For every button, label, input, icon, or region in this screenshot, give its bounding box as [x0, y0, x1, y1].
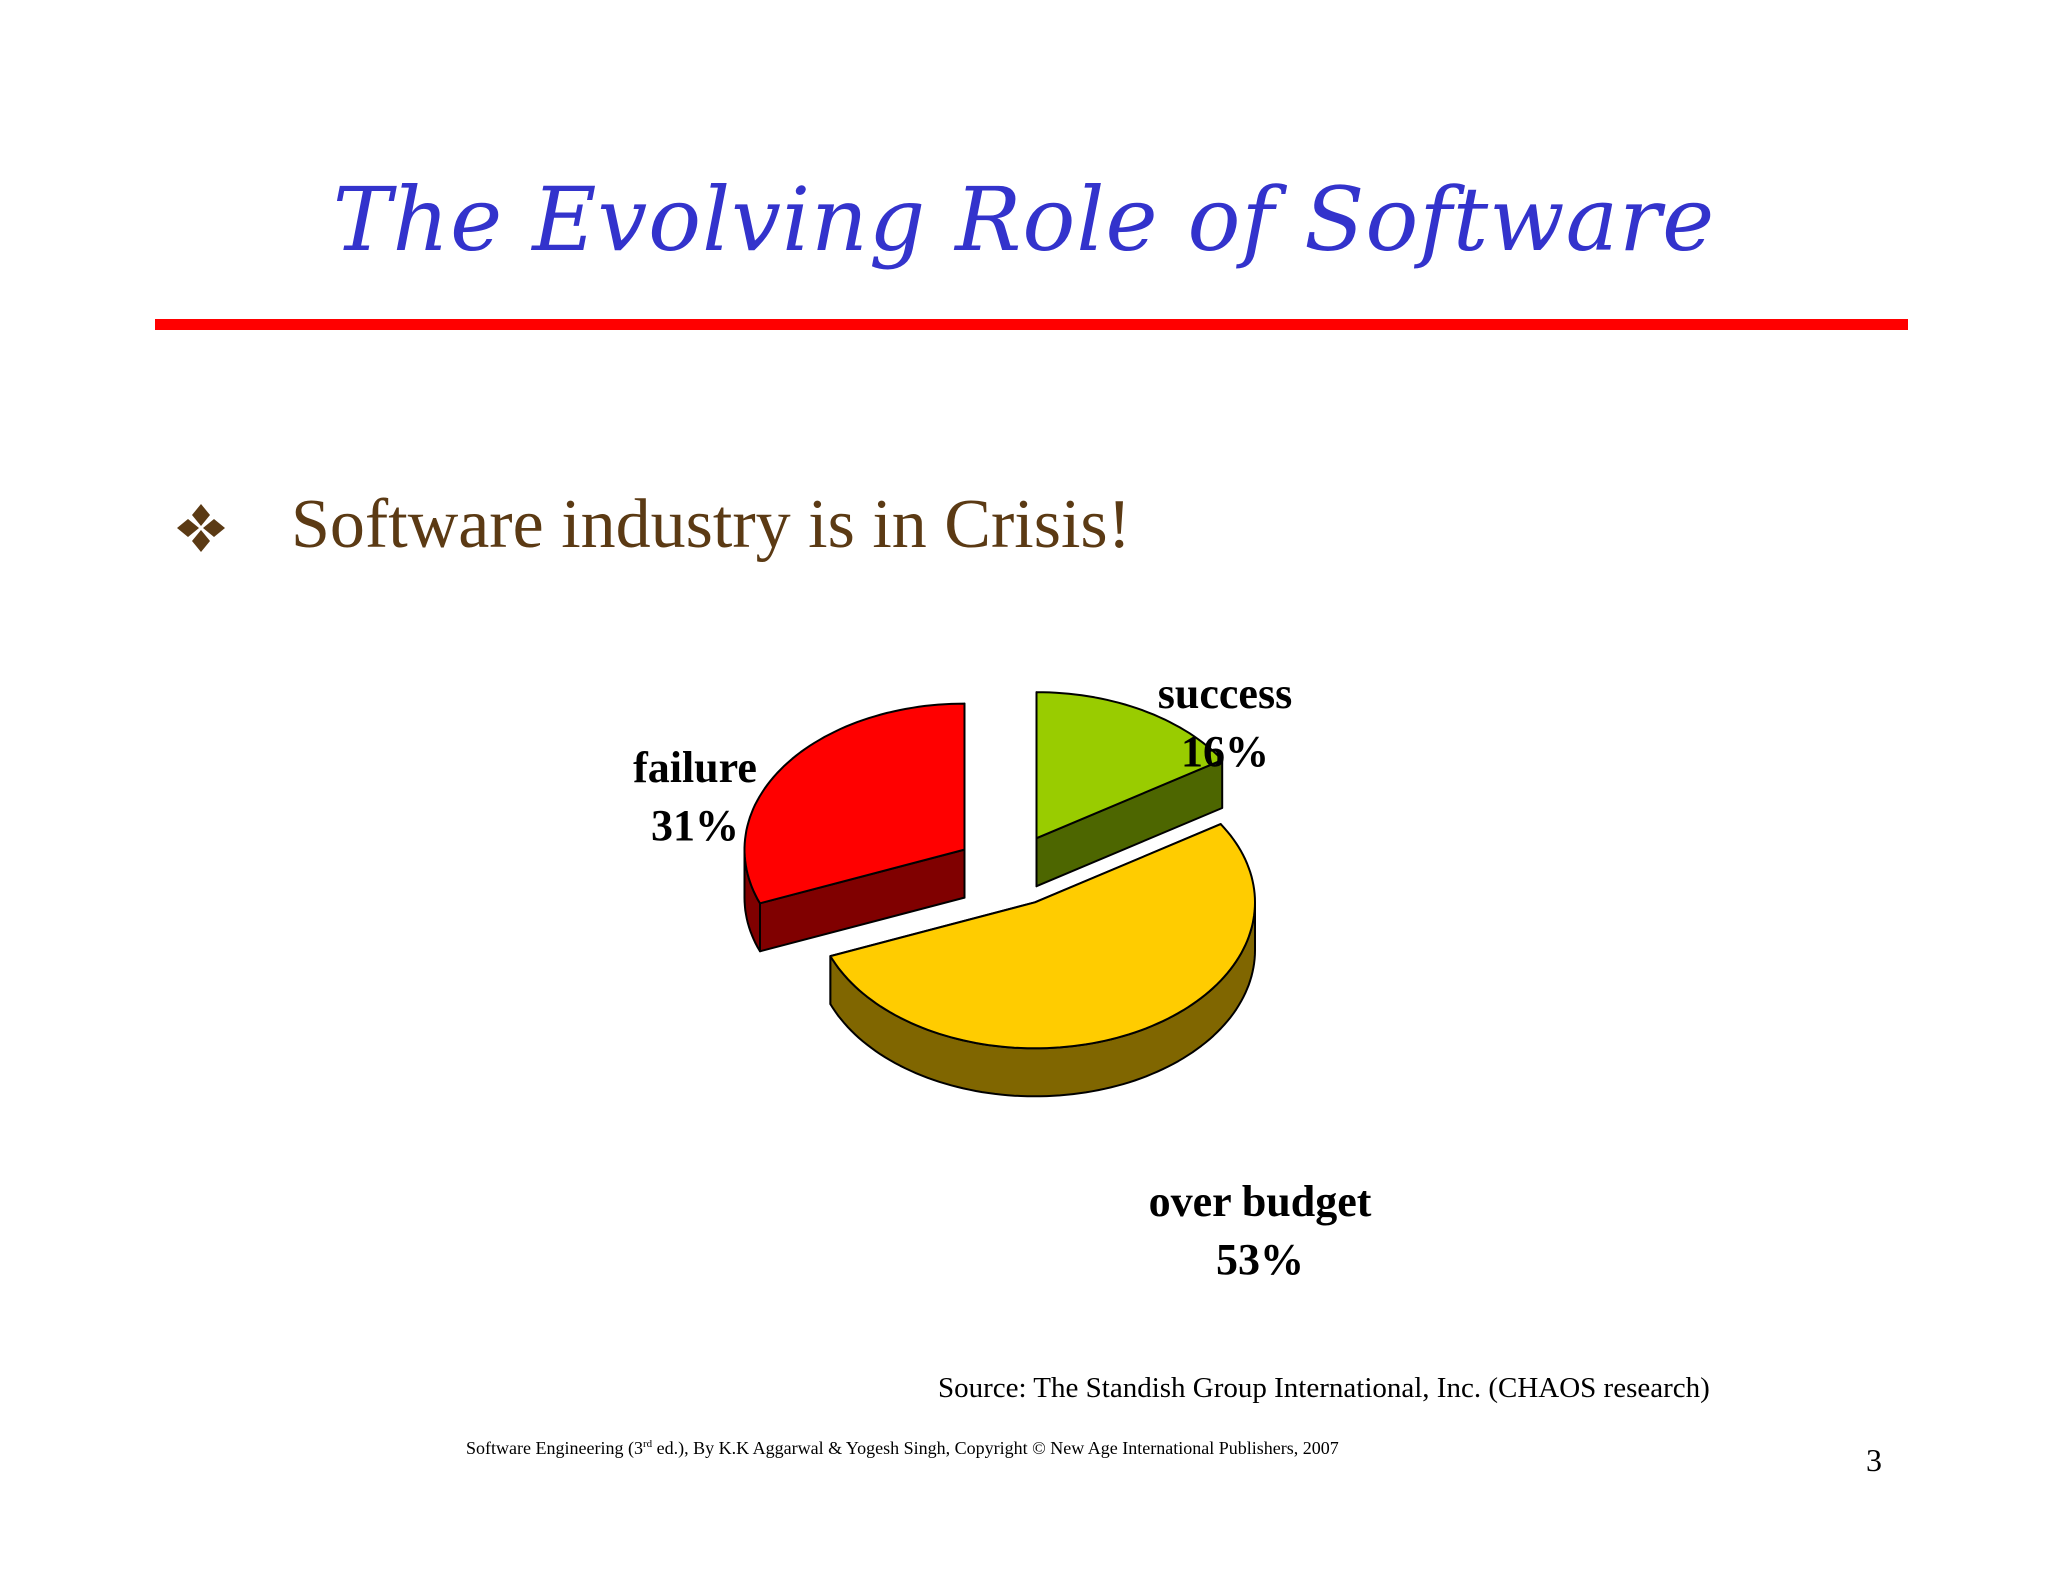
- bullet-text: Software industry is in Crisis!: [291, 486, 1131, 563]
- pie-slice-over-budget: [829, 823, 1256, 1098]
- footer-superscript: rd: [642, 1438, 653, 1450]
- pie-slice-success: [1035, 691, 1224, 888]
- source-citation: Source: The Standish Group International…: [938, 1372, 1710, 1404]
- page-number: 3: [1866, 1442, 1882, 1478]
- slice-label-success: success 16%: [1110, 665, 1340, 781]
- slide-title: The Evolving Role of Software: [332, 168, 1716, 271]
- slice-label-failure-value: 31%: [651, 801, 739, 850]
- pie-slice-over-budget-top: [829, 823, 1256, 1050]
- slice-label-over-budget-name: over budget: [1148, 1177, 1372, 1226]
- slice-label-over-budget: over budget 53%: [1110, 1173, 1410, 1289]
- four-diamond-bullet-icon: [177, 504, 225, 552]
- footer-text-start: Software Engineering (3: [466, 1438, 643, 1458]
- title-divider: [155, 319, 1908, 330]
- slice-label-failure-name: failure: [633, 743, 757, 792]
- slide-footer: Software Engineering (3rd ed.), By K.K A…: [0, 1438, 1910, 1459]
- footer-text-end: ed.), By K.K Aggarwal & Yogesh Singh, Co…: [652, 1438, 1339, 1458]
- pie-slice-success-top: [1035, 691, 1224, 840]
- slice-label-success-name: success: [1157, 669, 1293, 718]
- slice-label-over-budget-value: 53%: [1216, 1235, 1304, 1284]
- slice-label-success-value: 16%: [1181, 727, 1269, 776]
- pie-slice-failure-top: [743, 702, 966, 905]
- slice-label-failure: failure 31%: [590, 739, 800, 855]
- pie-slice-failure: [743, 702, 966, 953]
